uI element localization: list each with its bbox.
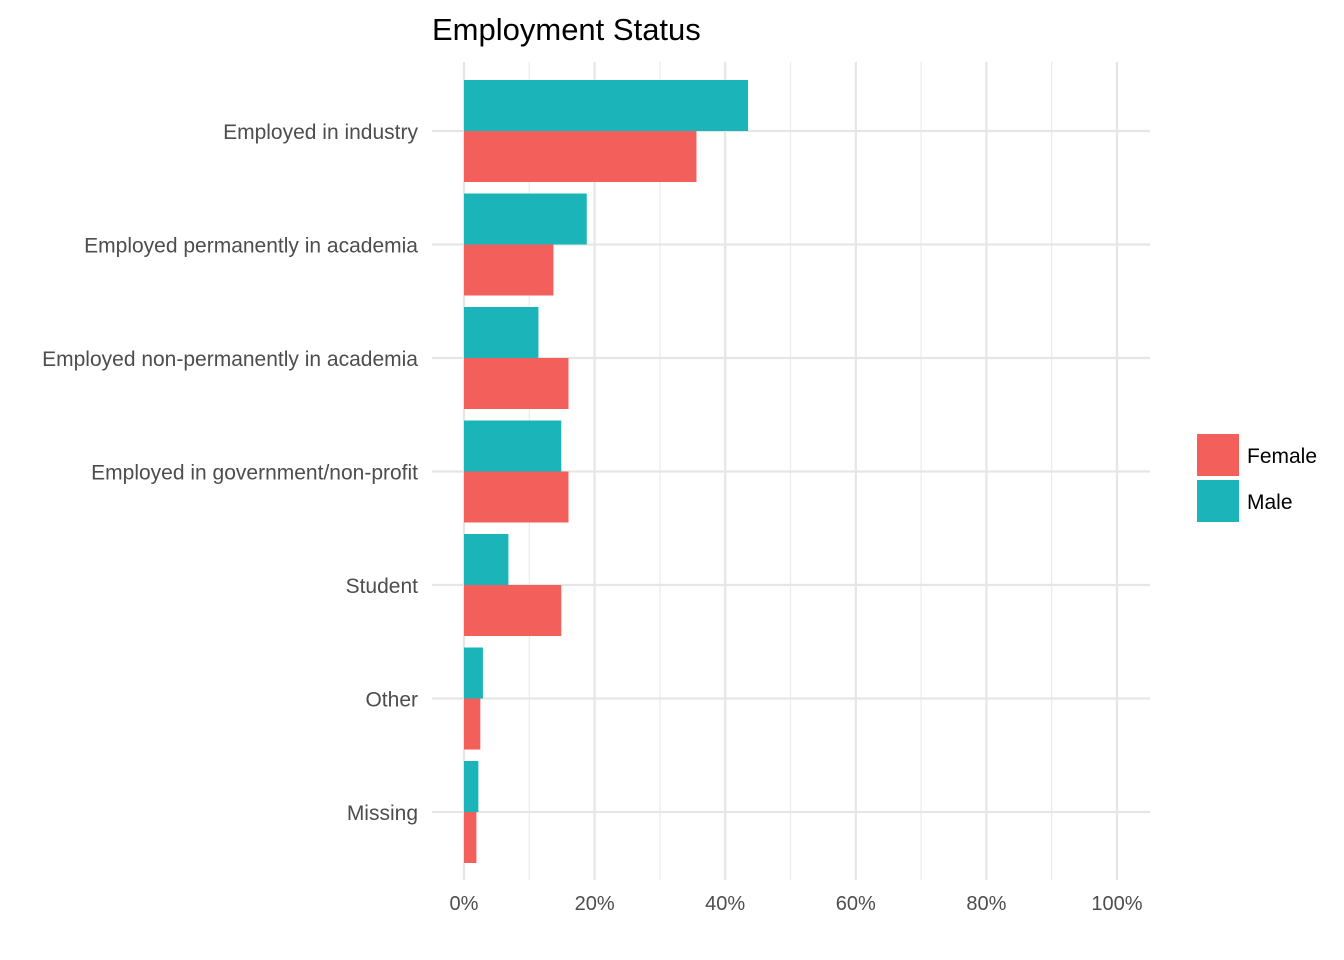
category-label: Other bbox=[365, 689, 418, 712]
x-tick-label: 80% bbox=[966, 893, 1006, 915]
chart-title: Employment Status bbox=[432, 12, 701, 47]
bars-layer bbox=[464, 80, 749, 863]
legend: Female Male bbox=[1197, 434, 1317, 522]
x-tick-label: 100% bbox=[1091, 893, 1142, 915]
category-label: Employed permanently in academia bbox=[84, 235, 418, 258]
x-tick-labels: 0% 20% 40% 60% 80% 100% bbox=[450, 893, 1143, 915]
category-label: Missing bbox=[347, 802, 418, 825]
category-label: Employed non-permanently in academia bbox=[42, 348, 418, 371]
bar-female-0 bbox=[464, 131, 697, 182]
x-tick-label: 0% bbox=[450, 893, 479, 915]
legend-label-female: Female bbox=[1247, 445, 1317, 468]
x-tick-label: 20% bbox=[575, 893, 615, 915]
category-label: Employed in industry bbox=[223, 121, 418, 144]
bar-female-4 bbox=[464, 585, 562, 636]
category-label: Employed in government/non-profit bbox=[91, 462, 418, 485]
bar-female-3 bbox=[464, 471, 569, 523]
bar-female-1 bbox=[464, 244, 554, 296]
legend-key-male bbox=[1197, 480, 1239, 522]
bar-male-6 bbox=[464, 761, 479, 812]
legend-key-female bbox=[1197, 434, 1239, 476]
bar-female-2 bbox=[464, 358, 569, 409]
bar-male-5 bbox=[464, 647, 483, 699]
bar-male-1 bbox=[464, 193, 587, 245]
bar-female-6 bbox=[464, 812, 477, 863]
bar-male-3 bbox=[464, 420, 562, 472]
x-tick-label: 60% bbox=[836, 893, 876, 915]
category-label: Student bbox=[346, 575, 419, 598]
category-labels: Employed in industry Employed permanently… bbox=[42, 121, 418, 825]
bar-male-0 bbox=[464, 80, 749, 131]
x-tick-label: 40% bbox=[705, 893, 745, 915]
bar-male-4 bbox=[464, 534, 509, 585]
legend-label-male: Male bbox=[1247, 491, 1293, 514]
bar-male-2 bbox=[464, 307, 539, 358]
bar-female-5 bbox=[464, 698, 481, 750]
